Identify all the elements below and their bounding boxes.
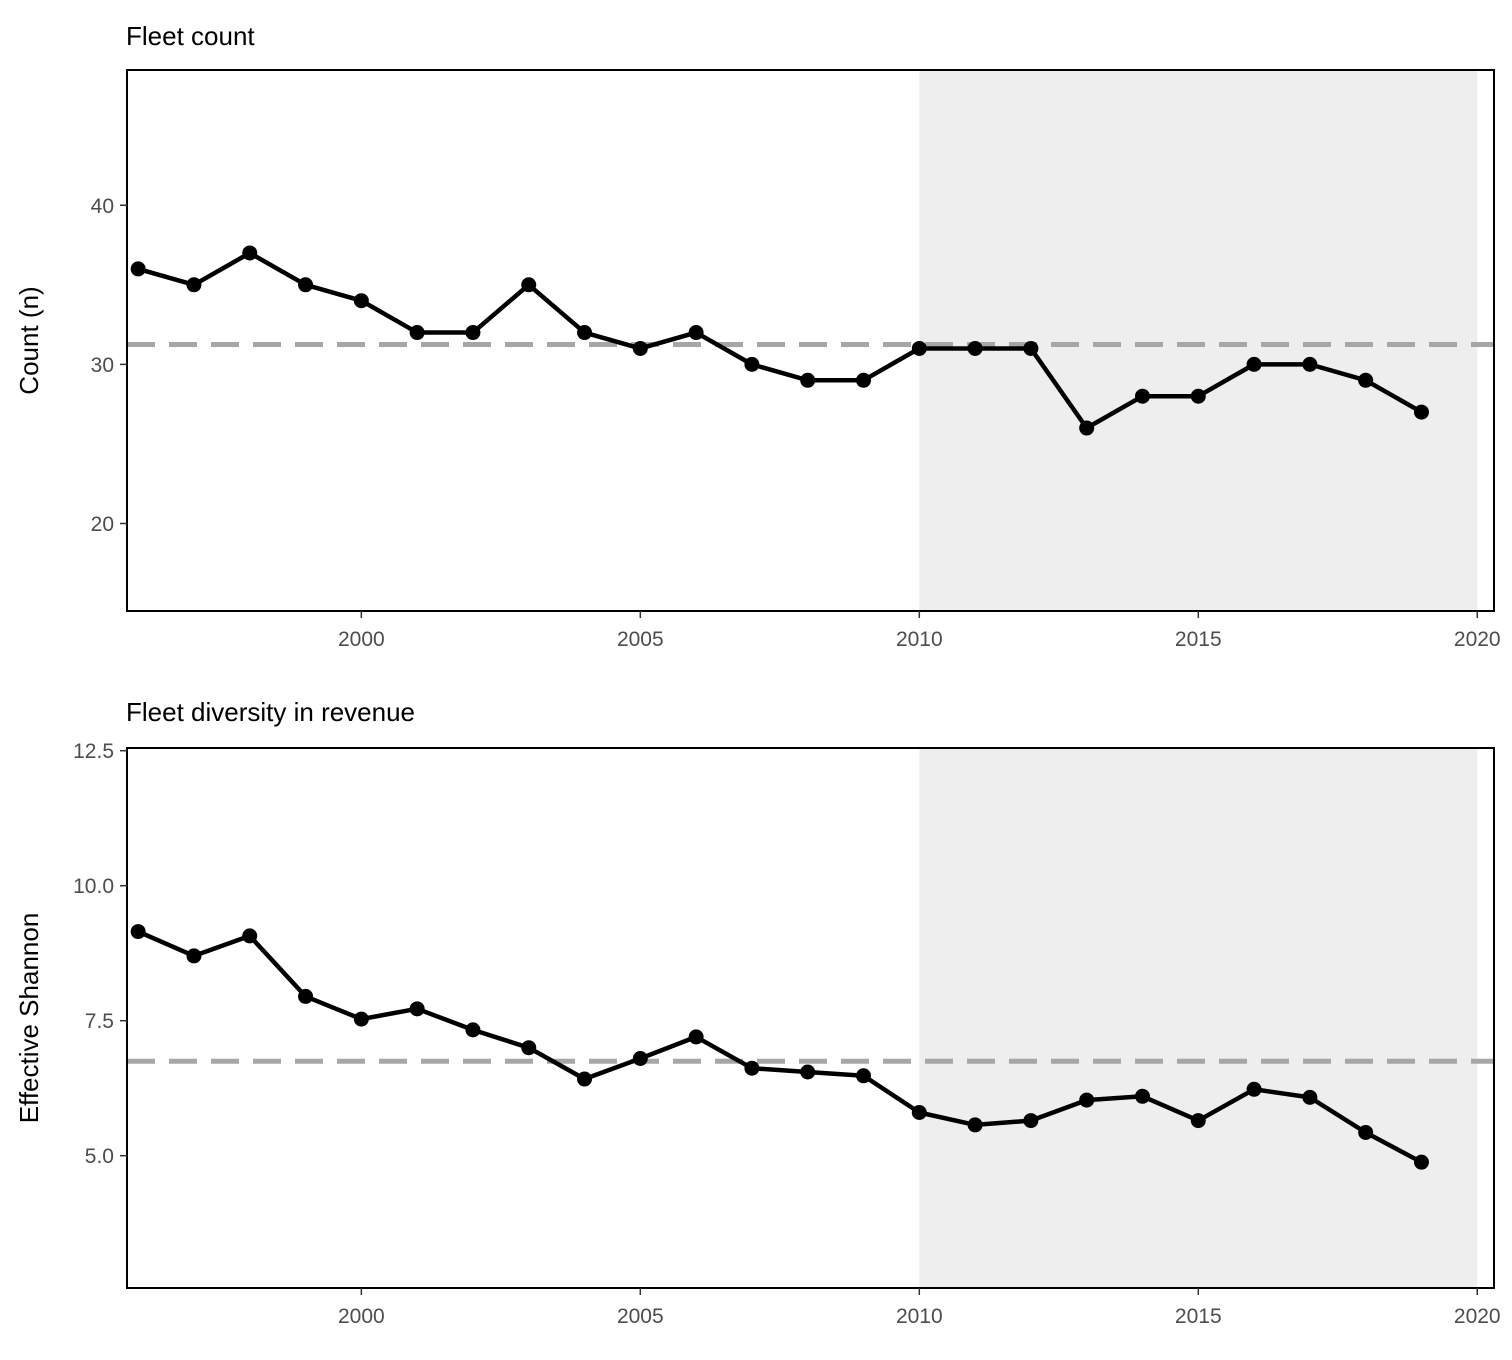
y-tick-label: 30	[91, 354, 114, 377]
data-point	[298, 988, 314, 1004]
x-tick-label: 2010	[896, 628, 943, 651]
y-tick-label: 12.5	[73, 740, 114, 763]
y-tick-label: 20	[91, 513, 114, 536]
x-tick-label: 2020	[1454, 628, 1501, 651]
x-tick-label: 2015	[1175, 628, 1222, 651]
shaded-region	[919, 748, 1478, 1288]
series-line	[135, 250, 1424, 431]
data-point	[1134, 388, 1150, 404]
data-point	[521, 277, 537, 293]
shaded-region	[919, 70, 1478, 611]
data-point	[242, 245, 258, 261]
data-point	[130, 924, 146, 940]
data-point	[632, 1051, 648, 1066]
x-tick-label: 2015	[1175, 1305, 1222, 1328]
data-point	[1246, 1081, 1262, 1097]
data-point	[911, 1105, 927, 1120]
data-point	[465, 1022, 481, 1038]
data-point	[856, 372, 872, 388]
data-point	[521, 1040, 537, 1056]
data-point	[1190, 1113, 1206, 1129]
y-axis-title: Effective Shannon	[14, 913, 44, 1124]
data-point	[744, 356, 760, 372]
x-tick-label: 2020	[1454, 1305, 1501, 1328]
data-point	[688, 325, 704, 341]
series-line	[135, 929, 1424, 1165]
x-tick-label: 2005	[617, 628, 664, 651]
data-point	[632, 340, 648, 356]
data-point	[1079, 1092, 1095, 1108]
data-point	[353, 1011, 369, 1027]
data-point	[130, 261, 146, 277]
data-point	[1358, 372, 1374, 388]
x-tick-label: 2005	[617, 1305, 664, 1328]
y-tick-label: 5.0	[85, 1145, 114, 1168]
data-point	[186, 277, 202, 293]
panel-title: Fleet diversity in revenue	[126, 697, 415, 727]
data-point	[465, 325, 481, 341]
data-point	[1134, 1088, 1150, 1104]
y-tick-label: 40	[91, 195, 114, 218]
data-point	[1023, 340, 1039, 356]
fleet-diversity-panel: Fleet diversity in revenue 2000 2005 2010 20…	[14, 697, 1501, 1328]
x-tick-label: 2000	[338, 628, 385, 651]
data-point	[577, 1071, 593, 1087]
data-point	[242, 928, 258, 944]
data-point	[298, 277, 314, 293]
data-point	[1302, 1089, 1318, 1105]
data-point	[688, 1029, 704, 1045]
data-point	[911, 340, 927, 356]
data-point	[800, 372, 816, 388]
panel-title: Fleet count	[126, 21, 255, 51]
y-tick-label: 10.0	[73, 875, 114, 898]
data-point	[1358, 1124, 1374, 1140]
data-point	[1413, 1154, 1429, 1170]
data-point	[967, 1117, 983, 1133]
x-tick-label: 2010	[896, 1305, 943, 1328]
data-point	[1413, 404, 1429, 420]
panel-border	[126, 69, 1495, 612]
data-point	[967, 340, 983, 356]
data-point	[1246, 356, 1262, 372]
data-point	[744, 1060, 760, 1076]
panel-border	[126, 747, 1495, 1289]
data-point	[1079, 420, 1095, 436]
data-point	[409, 325, 425, 341]
data-point	[1023, 1113, 1039, 1129]
data-point	[577, 325, 593, 341]
data-point	[1190, 388, 1206, 404]
x-tick-label: 2000	[338, 1305, 385, 1328]
data-point	[353, 293, 369, 309]
data-point	[1302, 356, 1318, 372]
data-point	[409, 1001, 425, 1017]
data-point	[856, 1068, 872, 1084]
y-axis-title: Count (n)	[14, 286, 44, 394]
data-point	[186, 948, 202, 964]
data-point	[800, 1064, 816, 1080]
y-tick-label: 7.5	[85, 1010, 114, 1033]
